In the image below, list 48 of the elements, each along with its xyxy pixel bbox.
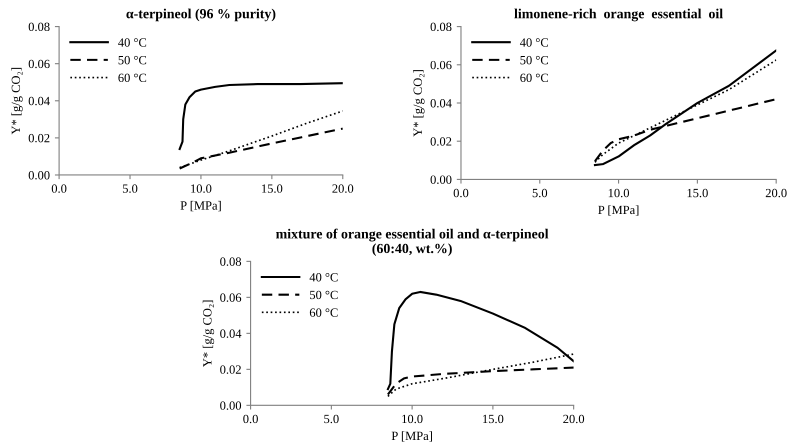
y-tick-label: 0.00 xyxy=(220,401,242,410)
legend-label: 50 °C xyxy=(118,56,146,64)
legend-label: 60 °C xyxy=(310,308,338,317)
x-axis-title: P [MPa] xyxy=(392,431,432,442)
legend-label: 40 °C xyxy=(118,38,146,47)
x-tick-label: 20.0 xyxy=(563,414,584,424)
y-tick-label: 0.08 xyxy=(28,22,50,32)
legend-label: 60 °C xyxy=(520,74,548,82)
x-tick-label: 10.0 xyxy=(191,184,212,193)
x-tick-label: 15.0 xyxy=(483,414,504,424)
y-axis-title: Y* [g/g CO₂] xyxy=(202,300,214,367)
y-tick-label: 0.00 xyxy=(28,171,50,180)
y-tick-label: 0.06 xyxy=(430,60,452,70)
x-tick-label: 15.0 xyxy=(262,184,282,193)
x-axis-title: P [MPa] xyxy=(598,205,638,216)
x-tick-label: 0.0 xyxy=(454,188,468,198)
legend-label: 40 °C xyxy=(520,38,548,47)
y-tick-label: 0.06 xyxy=(28,60,50,68)
y-axis-title: Y* [g/g CO₂] xyxy=(413,70,425,137)
y-tick-label: 0.02 xyxy=(220,365,241,374)
x-tick-label: 20.0 xyxy=(332,184,354,193)
y-tick-label: 0.02 xyxy=(28,134,50,142)
chart-title: α-terpineol (96 % purity) xyxy=(126,8,276,22)
x-tick-label: 15.0 xyxy=(688,188,708,198)
x-tick-label: 5.0 xyxy=(532,188,548,198)
chart-title: mixture of orange essential oil and α-terpineol (60:40, wt.%) xyxy=(276,228,548,256)
legend-label: 50 °C xyxy=(520,56,548,64)
x-tick-label: 0.0 xyxy=(243,414,258,424)
x-axis-title: P [MPa] xyxy=(180,200,221,212)
legend-label: 60 °C xyxy=(118,74,146,82)
y-tick-label: 0.04 xyxy=(220,329,242,338)
chart-title: limonene-rich orange essential oil xyxy=(514,8,723,22)
legend-label: 50 °C xyxy=(310,290,338,300)
x-tick-label: 20.0 xyxy=(766,188,787,198)
y-tick-label: 0.08 xyxy=(430,22,452,32)
y-tick-label: 0.04 xyxy=(430,99,452,108)
y-tick-label: 0.04 xyxy=(28,96,50,106)
y-tick-label: 0.00 xyxy=(430,175,452,184)
y-tick-label: 0.06 xyxy=(220,293,242,302)
y-tick-label: 0.08 xyxy=(220,257,242,266)
x-tick-label: 0.0 xyxy=(52,184,66,193)
y-tick-label: 0.02 xyxy=(430,137,452,146)
x-tick-label: 5.0 xyxy=(324,414,339,424)
y-axis-title: Y* [g/g CO₂] xyxy=(11,68,23,134)
x-tick-label: 10.0 xyxy=(608,188,630,198)
x-tick-label: 5.0 xyxy=(122,184,138,193)
legend-label: 40 °C xyxy=(310,273,338,282)
x-tick-label: 10.0 xyxy=(402,414,423,424)
